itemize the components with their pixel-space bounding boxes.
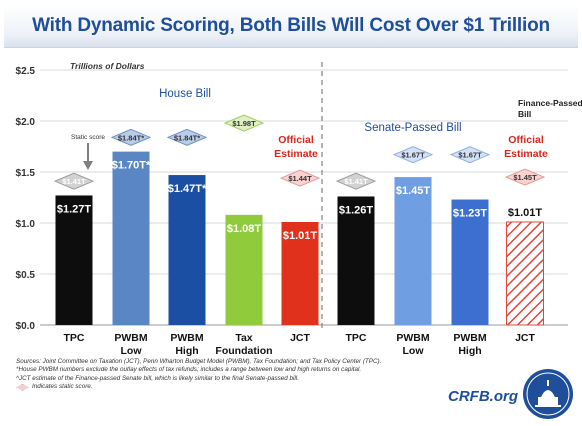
y-tick-label: $0.0 — [16, 321, 36, 332]
static-score-label: $1.41T — [62, 177, 86, 186]
x-tick-label: PWBM — [396, 332, 429, 344]
bar-value-label: $1.08T — [227, 223, 262, 235]
bar-value-label: $1.01T — [283, 230, 318, 242]
static-score-label: $1.41T — [344, 177, 368, 186]
static-score-marker — [110, 128, 152, 146]
x-tick-label: High — [175, 345, 198, 357]
static-score-label: $1.44T — [288, 174, 312, 183]
static-score-marker — [449, 146, 491, 164]
bar-value-label: $1.23T — [453, 208, 488, 220]
static-score-diamond-icon — [16, 383, 29, 391]
footnote-static-score: Indicates static score. — [16, 383, 456, 391]
bar — [337, 196, 375, 325]
static-score-label: $1.67T — [401, 151, 425, 160]
y-tick-label: $2.0 — [16, 117, 36, 128]
bar-value-label: $1.47T* — [168, 183, 207, 195]
bar — [55, 195, 93, 325]
y-tick-label: $0.5 — [16, 270, 36, 281]
static-score-label: $1.84T* — [118, 133, 144, 142]
crfb-seal-logo — [523, 369, 573, 419]
finance-passed-label: Finance-Passed Bill — [518, 98, 582, 119]
static-score-marker — [279, 169, 321, 187]
x-tick-label: PWBM — [453, 332, 486, 344]
chart-title: With Dynamic Scoring, Both Bills Will Co… — [32, 15, 550, 36]
x-tick-label: PWBM — [114, 332, 147, 344]
official-estimate-senate: Official Estimate — [504, 134, 548, 160]
x-tick-label: Tax — [235, 332, 252, 344]
x-tick-label: TPC — [64, 332, 85, 344]
static-score-arrow-head — [83, 161, 93, 170]
footnote-static-text: Indicates static score. — [32, 383, 93, 391]
crfb-brand: CRFB.org — [448, 388, 518, 405]
y-tick-label: $2.5 — [16, 66, 36, 77]
static-score-label: $1.67T — [458, 151, 482, 160]
bar — [225, 214, 263, 325]
bar-value-label: $1.01T — [508, 207, 543, 219]
footnotes: Sources: Joint Committee on Taxation (JC… — [16, 358, 456, 392]
static-score-marker — [223, 114, 265, 132]
bar-value-label: $1.27T — [57, 203, 92, 215]
static-score-marker — [504, 168, 546, 186]
footnote-jct-finance: ^JCT estimate of the Finance-passed Sena… — [16, 374, 299, 382]
y-tick-label: $1.0 — [16, 219, 36, 230]
static-score-label: $1.98T — [232, 119, 256, 128]
unit-label: Trillions of Dollars — [70, 61, 145, 71]
bar — [281, 221, 319, 325]
bar — [451, 199, 489, 325]
static-score-annotation: Static score — [71, 134, 105, 141]
static-score-marker — [392, 146, 434, 164]
bar — [394, 177, 432, 325]
y-tick-label: $1.5 — [16, 168, 36, 179]
x-tick-label: TPC — [346, 332, 367, 344]
static-score-marker — [53, 172, 95, 190]
x-tick-label: Low — [121, 345, 143, 357]
house-bill-label: House Bill — [159, 88, 211, 100]
static-score-label: $1.84T* — [174, 133, 200, 142]
static-score-marker — [166, 128, 208, 146]
bar — [506, 221, 544, 326]
x-tick-label: JCT — [515, 332, 535, 344]
bar-value-label: $1.26T — [339, 204, 374, 216]
official-estimate-house: Official Estimate — [274, 134, 318, 160]
x-tick-label: Foundation — [215, 345, 272, 357]
x-tick-label: High — [458, 345, 481, 357]
static-score-label: $1.45T — [513, 173, 537, 182]
x-tick-label: PWBM — [170, 332, 203, 344]
static-score-marker — [335, 172, 377, 190]
bar-value-label: $1.70T* — [112, 160, 151, 172]
bar-value-label: $1.45T — [396, 185, 431, 197]
bar — [112, 151, 150, 325]
footnote-house-pwbm: *House PWBM numbers exclude the outlay e… — [16, 366, 362, 374]
bar — [168, 175, 206, 325]
footnote-sources: Sources: Joint Committee on Taxation (JC… — [16, 358, 382, 365]
x-tick-label: JCT — [290, 332, 310, 344]
title-banner: With Dynamic Scoring, Both Bills Will Co… — [4, 4, 578, 48]
senate-bill-label: Senate-Passed Bill — [364, 122, 461, 134]
x-tick-label: Low — [403, 345, 425, 357]
